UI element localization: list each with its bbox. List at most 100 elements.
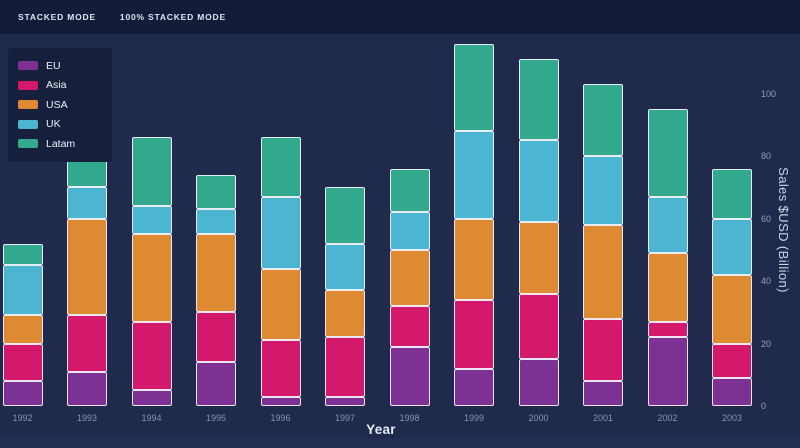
bar-segment-2002-eu[interactable]: [647, 337, 688, 406]
x-tick-label-1997: 1997: [334, 413, 356, 423]
chart-area: EU Asia USA UK Latam 1992 1993 1994 1995 1996 199…: [0, 34, 800, 448]
stacked-mode-button[interactable]: STACKED MODE: [10, 6, 104, 28]
bar-segment-1994-asia[interactable]: [131, 321, 172, 391]
bar-segment-1996-latam[interactable]: [260, 137, 301, 197]
bar-segment-1998-eu[interactable]: [389, 346, 430, 406]
bar-segment-2003-uk[interactable]: [712, 218, 752, 275]
bar-2000[interactable]: [518, 59, 559, 406]
y-axis-title: Sales $USD (Billion): [776, 167, 791, 293]
bar-segment-1998-uk[interactable]: [389, 212, 430, 250]
bar-segment-1994-eu[interactable]: [131, 390, 172, 406]
bar-segment-1994-usa[interactable]: [131, 234, 172, 322]
bar-segment-2001-latam[interactable]: [583, 84, 623, 156]
x-tick-label-1992: 1992: [12, 413, 33, 423]
legend-item-usa[interactable]: USA: [18, 95, 102, 115]
legend-label: UK: [46, 118, 61, 130]
bar-segment-1992-usa[interactable]: [2, 315, 43, 344]
bar-segment-1996-usa[interactable]: [260, 268, 301, 341]
bar-segment-2000-uk[interactable]: [518, 140, 559, 222]
bar-segment-1993-uk[interactable]: [67, 187, 107, 219]
bar-segment-1992-eu[interactable]: [2, 381, 43, 406]
y-tick-label-20: 20: [761, 338, 772, 349]
legend-item-uk[interactable]: UK: [18, 115, 102, 135]
bar-segment-1998-latam[interactable]: [389, 168, 430, 213]
x-tick-label-1999: 1999: [463, 413, 485, 423]
bar-segment-1997-uk[interactable]: [325, 243, 365, 291]
bar-segment-2003-eu[interactable]: [712, 377, 752, 406]
y-tick-label-80: 80: [761, 151, 772, 161]
bar-2001[interactable]: [583, 84, 623, 406]
bar-1994[interactable]: [131, 137, 172, 406]
bar-1997[interactable]: [325, 187, 365, 406]
bar-segment-1999-latam[interactable]: [454, 43, 494, 131]
bar-segment-1999-usa[interactable]: [454, 218, 494, 300]
bar-segment-2003-latam[interactable]: [712, 168, 752, 219]
x-tick-label-1995: 1995: [205, 413, 227, 423]
bar-segment-2000-latam[interactable]: [518, 59, 559, 141]
x-tick-label-1993: 1993: [76, 413, 98, 423]
bar-segment-1994-latam[interactable]: [131, 137, 172, 206]
bottom-band: [0, 438, 800, 448]
x-tick-label-1994: 1994: [141, 413, 162, 423]
bar-segment-1993-asia[interactable]: [67, 315, 107, 372]
bar-segment-2003-asia[interactable]: [712, 343, 752, 378]
legend-label: Asia: [46, 79, 67, 91]
percent-stacked-mode-button[interactable]: 100% STACKED MODE: [112, 6, 234, 28]
bar-segment-2001-uk[interactable]: [583, 156, 623, 225]
bar-segment-1997-asia[interactable]: [325, 337, 365, 397]
x-tick-label-1998: 1998: [399, 413, 420, 423]
bar-segment-2002-asia[interactable]: [647, 321, 688, 338]
bar-segment-1997-eu[interactable]: [325, 396, 365, 406]
legend-swatch-uk: [18, 119, 38, 129]
bar-segment-1993-eu[interactable]: [67, 371, 107, 406]
bar-2002[interactable]: [647, 109, 688, 406]
bar-segment-1995-latam[interactable]: [196, 174, 236, 210]
bar-segment-1999-uk[interactable]: [454, 131, 494, 219]
bar-segment-1998-asia[interactable]: [389, 306, 430, 347]
bar-segment-2001-asia[interactable]: [583, 318, 623, 381]
bar-segment-1999-asia[interactable]: [454, 299, 494, 369]
bar-segment-1997-latam[interactable]: [325, 187, 365, 244]
bar-segment-1996-asia[interactable]: [260, 340, 301, 397]
bar-segment-1992-uk[interactable]: [2, 265, 43, 316]
bar-segment-2001-usa[interactable]: [583, 224, 623, 319]
bar-segment-2003-usa[interactable]: [712, 274, 752, 344]
bar-1999[interactable]: [454, 43, 494, 406]
bar-1998[interactable]: [389, 168, 430, 406]
legend-swatch-eu: [18, 61, 38, 71]
legend-label: USA: [46, 98, 68, 111]
legend-item-eu[interactable]: EU: [18, 56, 102, 76]
bar-segment-2002-latam[interactable]: [647, 109, 688, 197]
bar-segment-1992-latam[interactable]: [2, 243, 43, 266]
bar-1995[interactable]: [196, 174, 236, 406]
bar-segment-1992-asia[interactable]: [2, 343, 43, 381]
bar-2003[interactable]: [712, 168, 752, 406]
bar-segment-2000-eu[interactable]: [518, 359, 559, 406]
bar-segment-1995-eu[interactable]: [196, 362, 236, 406]
bar-1992[interactable]: [2, 243, 43, 406]
bar-segment-1995-usa[interactable]: [196, 234, 236, 313]
bar-segment-1994-uk[interactable]: [131, 206, 172, 235]
bar-1996[interactable]: [260, 137, 301, 406]
bar-segment-2002-uk[interactable]: [647, 196, 688, 253]
legend-item-asia[interactable]: Asia: [18, 76, 102, 96]
x-tick-label-2000: 2000: [528, 413, 549, 423]
bar-segment-1998-usa[interactable]: [389, 249, 430, 306]
bar-segment-1997-usa[interactable]: [325, 290, 365, 338]
y-tick-label-100: 100: [761, 88, 777, 99]
legend-item-latam[interactable]: Latam: [18, 134, 102, 154]
bar-segment-1995-asia[interactable]: [196, 312, 236, 363]
legend-swatch-latam: [18, 139, 38, 149]
y-tick-label-40: 40: [761, 276, 772, 286]
bar-segment-1995-uk[interactable]: [196, 209, 236, 235]
bar-segment-2000-asia[interactable]: [518, 293, 559, 360]
bar-segment-1999-eu[interactable]: [454, 368, 494, 406]
x-axis-title: Year: [366, 422, 396, 437]
bar-segment-1996-uk[interactable]: [260, 196, 301, 269]
bar-segment-2002-usa[interactable]: [647, 252, 688, 322]
bar-segment-1996-eu[interactable]: [260, 396, 301, 406]
bar-segment-1993-usa[interactable]: [67, 218, 107, 316]
bar-segment-2001-eu[interactable]: [583, 381, 623, 406]
legend-label: EU: [46, 59, 61, 72]
bar-segment-2000-usa[interactable]: [518, 221, 559, 294]
